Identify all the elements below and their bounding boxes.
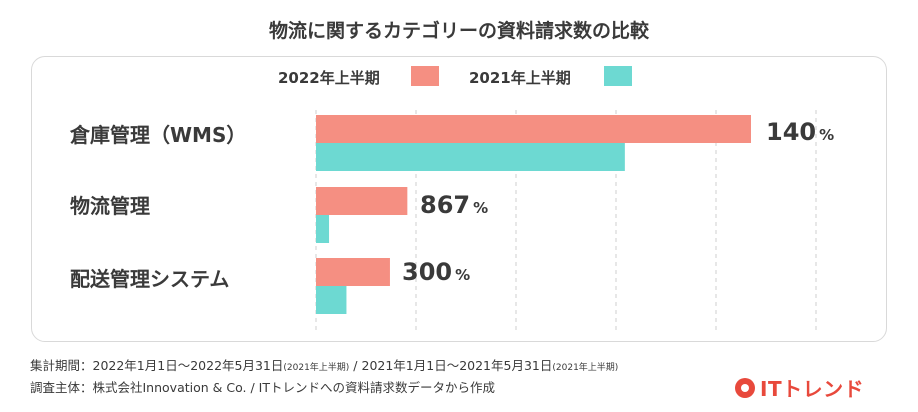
data-label: 140%: [766, 118, 834, 146]
bar-2022: [316, 115, 751, 143]
legend-label-2022: 2022年上半期: [278, 69, 380, 87]
footer-period: 集計期間：2022年1月1日～2022年5月31日(2021年上半期) / 20…: [30, 355, 618, 374]
logo-text: ITトレンド: [760, 377, 865, 401]
chart-title: 物流に関するカテゴリーの資料請求数の比較: [268, 20, 649, 42]
period-text: 集計期間：2022年1月1日～2022年5月31日: [30, 358, 284, 373]
legend-label-2021: 2021年上半期: [469, 69, 571, 87]
chart-card: [31, 56, 887, 342]
logo-icon: [735, 377, 755, 398]
data-label: 867%: [420, 191, 488, 219]
category-label: 物流管理: [70, 194, 150, 218]
bar-2022: [316, 258, 390, 286]
footer-source: 調査主体：株式会社Innovation & Co. / ITトレンドへの資料請求…: [30, 380, 495, 395]
bar-2021: [316, 143, 625, 171]
data-label: 300%: [402, 258, 470, 286]
category-label: 倉庫管理（WMS）: [69, 123, 246, 147]
it-trend-logo: ITトレンド: [735, 373, 864, 402]
period-text-2: / 2021年1月1日～2021年5月31日: [349, 358, 553, 373]
period-note-2: (2021年上半期): [552, 363, 619, 373]
bar-2021: [316, 215, 330, 243]
bar-2021: [316, 286, 347, 314]
category-label: 配送管理システム: [70, 267, 229, 291]
legend-swatch-2021: [604, 66, 632, 86]
period-note-1: (2021年上半期): [283, 363, 350, 373]
bar-2022: [316, 187, 408, 215]
legend-swatch-2022: [411, 66, 439, 86]
